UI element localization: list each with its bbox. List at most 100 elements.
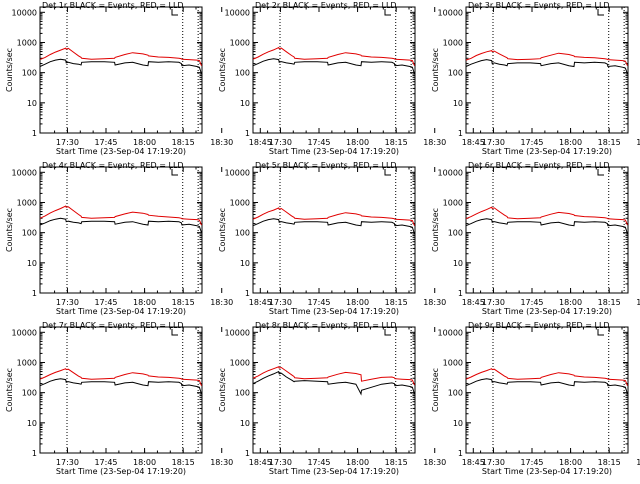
- corner-marker: [597, 169, 604, 176]
- x-tick-label: 18:45: [462, 458, 485, 467]
- x-tick-label: 18:15: [385, 298, 408, 307]
- y-tick-label: 10: [27, 259, 37, 268]
- y-tick-label: 10: [240, 419, 250, 428]
- chart-title: Det 9r BLACK = Events, RED = LLD: [468, 321, 610, 330]
- x-tick-label: 18:30: [423, 298, 446, 307]
- x-tick-label: 17:45: [307, 458, 330, 467]
- x-tick-label: 18:00: [346, 298, 369, 307]
- plot-frame: [465, 6, 629, 134]
- y-tick-label: 100: [448, 69, 463, 78]
- y-tick-label: 10000: [225, 8, 250, 17]
- chart-panel-4: Det 4r BLACK = Events, RED = LLD 1 10 100 10…: [5, 161, 272, 316]
- x-tick-label: 18:30: [423, 138, 446, 147]
- x-tick-label: 18:00: [559, 298, 582, 307]
- y-tick-label: 1000: [17, 358, 37, 367]
- x-tick-label: 18:45: [249, 458, 272, 467]
- x-axis-label: Start Time (23-Sep-04 17:19:20): [269, 307, 399, 316]
- series-lld-line: [252, 366, 415, 386]
- x-axis-label: Start Time (23-Sep-04 17:19:20): [56, 307, 186, 316]
- series-events-line: [465, 378, 628, 395]
- corner-marker: [384, 9, 391, 16]
- series-events-line: [465, 218, 628, 235]
- y-axis-label: Counts/sec: [431, 368, 440, 412]
- corner-marker: [171, 169, 178, 176]
- corner-marker: [597, 329, 604, 336]
- x-tick-label: 17:30: [269, 298, 292, 307]
- y-tick-label: 100: [448, 229, 463, 238]
- y-tick-label: 10000: [12, 8, 37, 17]
- chart-title: Det 7r BLACK = Events, RED = LLD: [42, 321, 184, 330]
- chart-title: Det 5r BLACK = Events, RED = LLD: [255, 161, 397, 170]
- chart-title: Det 4r BLACK = Events, RED = LLD: [42, 161, 184, 170]
- y-tick-label: 100: [22, 229, 37, 238]
- x-tick-label: 17:45: [307, 138, 330, 147]
- x-tick-label: 17:30: [269, 138, 292, 147]
- plot-frame: [39, 166, 203, 294]
- y-tick-label: 1000: [230, 198, 250, 207]
- chart-title: Det 6r BLACK = Events, RED = LLD: [468, 161, 610, 170]
- y-tick-label: 100: [235, 69, 250, 78]
- x-tick-label: 17:30: [482, 138, 505, 147]
- y-tick-label: 1: [245, 449, 250, 458]
- series-events-line: [39, 58, 202, 75]
- y-tick-label: 1000: [230, 358, 250, 367]
- series-lld-line: [465, 368, 628, 386]
- x-axis-label: Start Time (23-Sep-04 17:19:20): [269, 147, 399, 156]
- x-tick-label: 18:30: [210, 458, 233, 467]
- chart-panel-7: Det 7r BLACK = Events, RED = LLD 1 10 100 10…: [5, 321, 272, 476]
- plot-frame: [39, 6, 203, 134]
- corner-marker: [597, 9, 604, 16]
- x-tick-label: 17:30: [269, 458, 292, 467]
- y-tick-label: 1: [458, 289, 463, 298]
- x-tick-label: 18:45: [249, 298, 272, 307]
- x-axis-label: Start Time (23-Sep-04 17:19:20): [56, 467, 186, 476]
- chart-title: Det 1r BLACK = Events, RED = LLD: [42, 1, 184, 10]
- y-tick-label: 10000: [438, 168, 463, 177]
- chart-panel-3: Det 3r BLACK = Events, RED = LLD 1 10 100 10…: [431, 1, 640, 156]
- plot-frame: [252, 6, 416, 134]
- x-tick-label: 18:00: [133, 138, 156, 147]
- chart-panel-2: Det 2r BLACK = Events, RED = LLD 1 10 100 10…: [218, 1, 485, 156]
- x-tick-label: 17:30: [56, 298, 79, 307]
- y-tick-label: 1000: [443, 358, 463, 367]
- y-tick-label: 100: [22, 69, 37, 78]
- x-tick-label: 18:00: [346, 138, 369, 147]
- y-tick-label: 10000: [225, 328, 250, 337]
- x-tick-label: 18:30: [210, 298, 233, 307]
- y-axis-label: Counts/sec: [5, 208, 14, 252]
- y-tick-label: 10: [453, 99, 463, 108]
- y-axis-label: Counts/sec: [5, 48, 14, 92]
- chart-title: Det 8r BLACK = Events, RED = LLD: [255, 321, 397, 330]
- x-tick-label: 18:15: [172, 298, 195, 307]
- y-axis-label: Counts/sec: [218, 208, 227, 252]
- y-tick-label: 10: [240, 259, 250, 268]
- x-tick-label: 18:15: [385, 458, 408, 467]
- x-tick-label: 18:15: [385, 138, 408, 147]
- x-tick-label: 18:45: [462, 298, 485, 307]
- y-axis-label: Counts/sec: [218, 48, 227, 92]
- series-lld-line: [39, 205, 202, 226]
- corner-marker: [384, 169, 391, 176]
- x-tick-label: 18:30: [636, 298, 640, 307]
- corner-marker: [384, 329, 391, 336]
- y-tick-label: 1: [458, 449, 463, 458]
- plot-frame: [252, 326, 416, 454]
- chart-panel-5: Det 5r BLACK = Events, RED = LLD 1 10 100 10…: [218, 161, 485, 316]
- series-events-line: [39, 217, 202, 233]
- x-tick-label: 17:30: [56, 458, 79, 467]
- series-events-line: [465, 59, 628, 75]
- x-tick-label: 17:45: [520, 138, 543, 147]
- chart-panel-9: Det 9r BLACK = Events, RED = LLD 1 10 100 10…: [431, 321, 640, 476]
- x-tick-label: 17:45: [94, 298, 117, 307]
- y-tick-label: 10: [453, 259, 463, 268]
- y-tick-label: 1000: [17, 38, 37, 47]
- y-tick-label: 10000: [438, 328, 463, 337]
- x-tick-label: 17:45: [94, 458, 117, 467]
- y-tick-label: 1000: [17, 198, 37, 207]
- y-tick-label: 100: [448, 389, 463, 398]
- y-tick-label: 100: [235, 389, 250, 398]
- y-axis-label: Counts/sec: [218, 368, 227, 412]
- plot-frame: [39, 326, 203, 454]
- x-tick-label: 18:30: [210, 138, 233, 147]
